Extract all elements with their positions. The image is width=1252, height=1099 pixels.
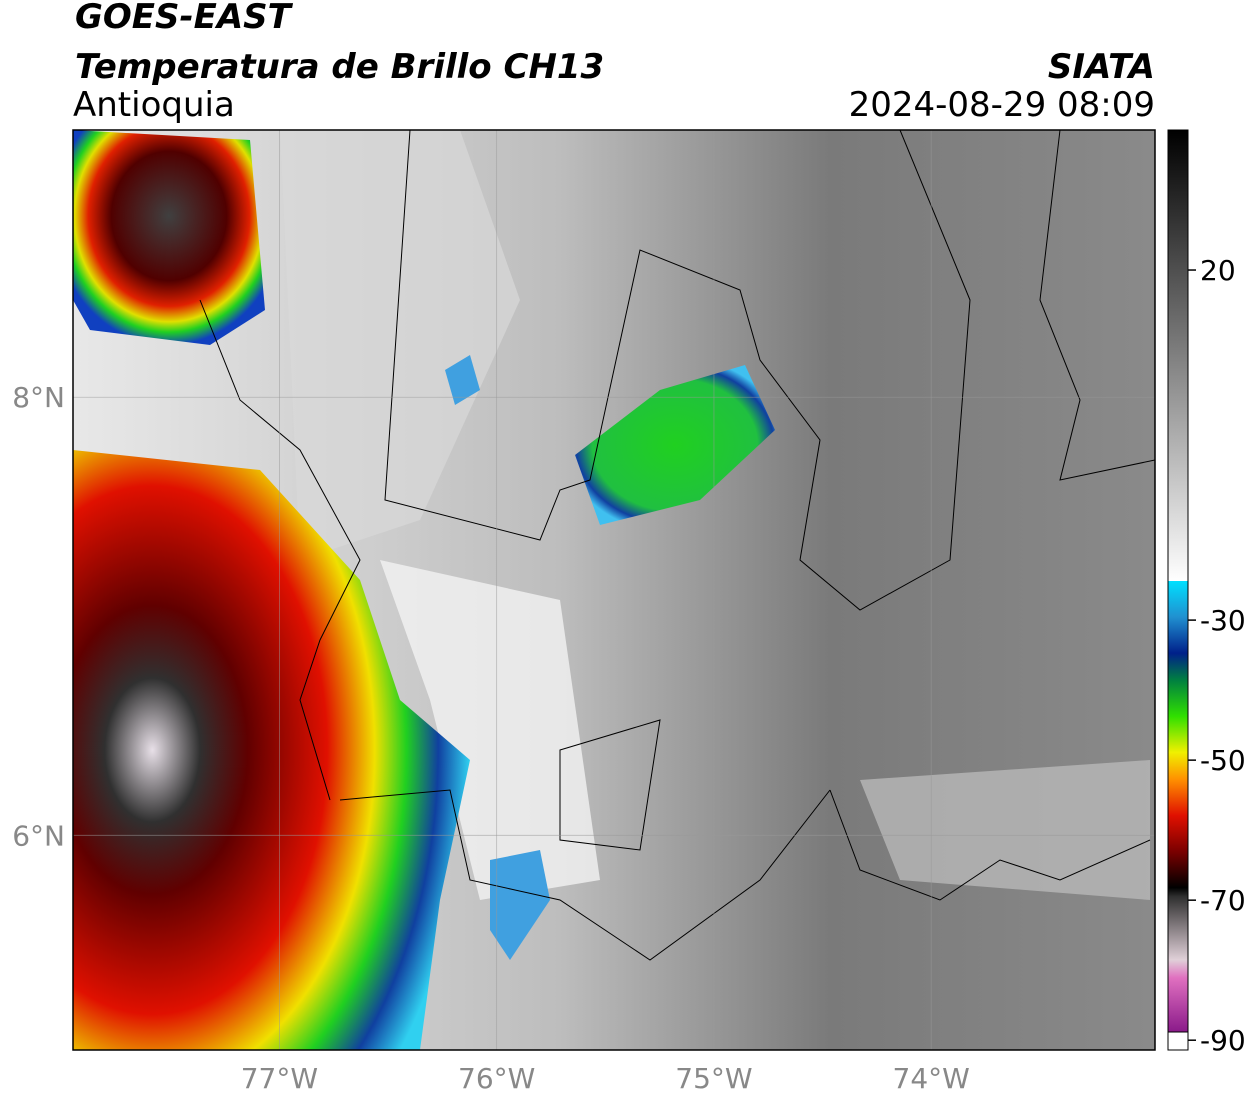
colorbar bbox=[1167, 129, 1189, 1033]
y-tick-label: 6°N bbox=[12, 819, 65, 852]
x-tick-label: 76°W bbox=[458, 1062, 535, 1095]
x-tick-label: 74°W bbox=[893, 1062, 970, 1095]
title: GOES-EAST bbox=[75, 0, 294, 37]
region: Antioquia bbox=[73, 85, 235, 125]
colorbar-extend bbox=[1167, 1031, 1189, 1051]
x-tick-label: 75°W bbox=[675, 1062, 752, 1095]
colorbar-tick-label: -70 bbox=[1200, 884, 1246, 917]
datetime: 2024-08-29 08:09 bbox=[849, 85, 1155, 125]
source: SIATA bbox=[1048, 47, 1155, 87]
graticule bbox=[73, 130, 1155, 1050]
y-tick-label: 8°N bbox=[12, 381, 65, 414]
colorbar-tick-label: 20 bbox=[1200, 254, 1236, 287]
colorbar-tick-label: -50 bbox=[1200, 744, 1246, 777]
colorbar-tick-label: -30 bbox=[1200, 604, 1246, 637]
imagery bbox=[73, 130, 1155, 1050]
subtitle: Temperatura de Brillo CH13 bbox=[75, 47, 604, 87]
map-frame bbox=[72, 129, 1156, 1051]
colorbar-tick-label: -90 bbox=[1200, 1024, 1246, 1057]
x-tick-label: 77°W bbox=[241, 1062, 318, 1095]
